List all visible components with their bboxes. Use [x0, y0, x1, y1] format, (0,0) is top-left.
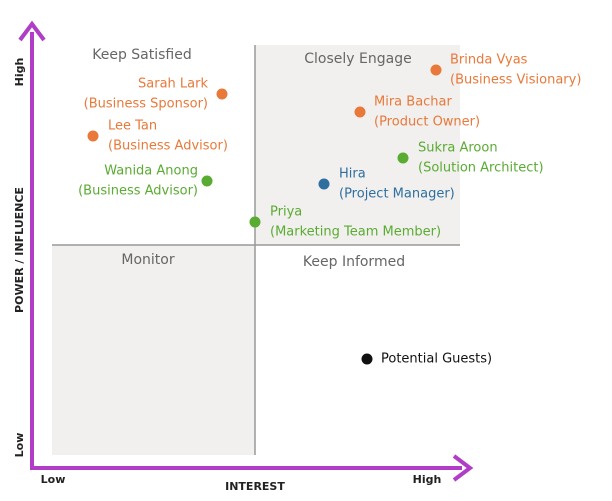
- stakeholder-name: Hira: [339, 167, 366, 182]
- stakeholder-name: Priya: [270, 205, 302, 220]
- stakeholder-dot: [361, 353, 373, 365]
- stakeholder-role: (Business Visionary): [450, 73, 581, 88]
- y-arrow: [18, 20, 46, 42]
- y-label: POWER / INFLUENCE: [13, 187, 26, 313]
- x-arrow: [452, 454, 474, 482]
- stakeholder-name: Mira Bachar: [374, 95, 453, 110]
- stakeholder-name: Potential Guests): [381, 352, 492, 367]
- stakeholder-name: Sarah Lark: [138, 77, 208, 92]
- stakeholder-name: Wanida Anong: [104, 164, 198, 179]
- quadrant-label: Keep Informed: [303, 254, 405, 270]
- x-high: High: [413, 473, 442, 486]
- quadrant-label: Monitor: [121, 252, 174, 268]
- stakeholder-dot: [354, 106, 366, 118]
- stakeholder-role: (Business Advisor): [78, 184, 198, 199]
- y-low: Low: [13, 433, 26, 458]
- stakeholder-role: (Project Manager): [339, 187, 455, 202]
- stakeholder-dot: [249, 216, 261, 228]
- quadrant-shade: [52, 245, 255, 455]
- x-low: Low: [41, 473, 66, 486]
- stakeholder-role: (Business Advisor): [108, 139, 228, 154]
- stakeholder-name: Lee Tan: [108, 119, 157, 134]
- stakeholder-dot: [87, 130, 99, 142]
- quadrant-label: Closely Engage: [304, 51, 411, 67]
- x-label: INTEREST: [225, 480, 285, 493]
- stakeholder-dot: [216, 88, 228, 100]
- stakeholder-name: Sukra Aroon: [418, 141, 498, 156]
- y-high: High: [13, 58, 26, 87]
- stakeholder-name: Brinda Vyas: [450, 53, 528, 68]
- stakeholder-dot: [318, 178, 330, 190]
- stakeholder-dot: [397, 152, 409, 164]
- stakeholder-role: (Business Sponsor): [84, 97, 208, 112]
- stakeholders: Brinda Vyas (Business Visionary) Sarah Lar…: [78, 53, 581, 367]
- quadrant-shade: [255, 45, 460, 245]
- stakeholder-dot: [201, 175, 213, 187]
- stakeholder-role: (Marketing Team Member): [270, 225, 441, 240]
- stakeholder-role: (Solution Architect): [418, 161, 544, 176]
- quadrant-label: Keep Satisfied: [92, 47, 192, 63]
- stakeholder-dot: [430, 64, 442, 76]
- stakeholder-role: (Product Owner): [374, 115, 480, 130]
